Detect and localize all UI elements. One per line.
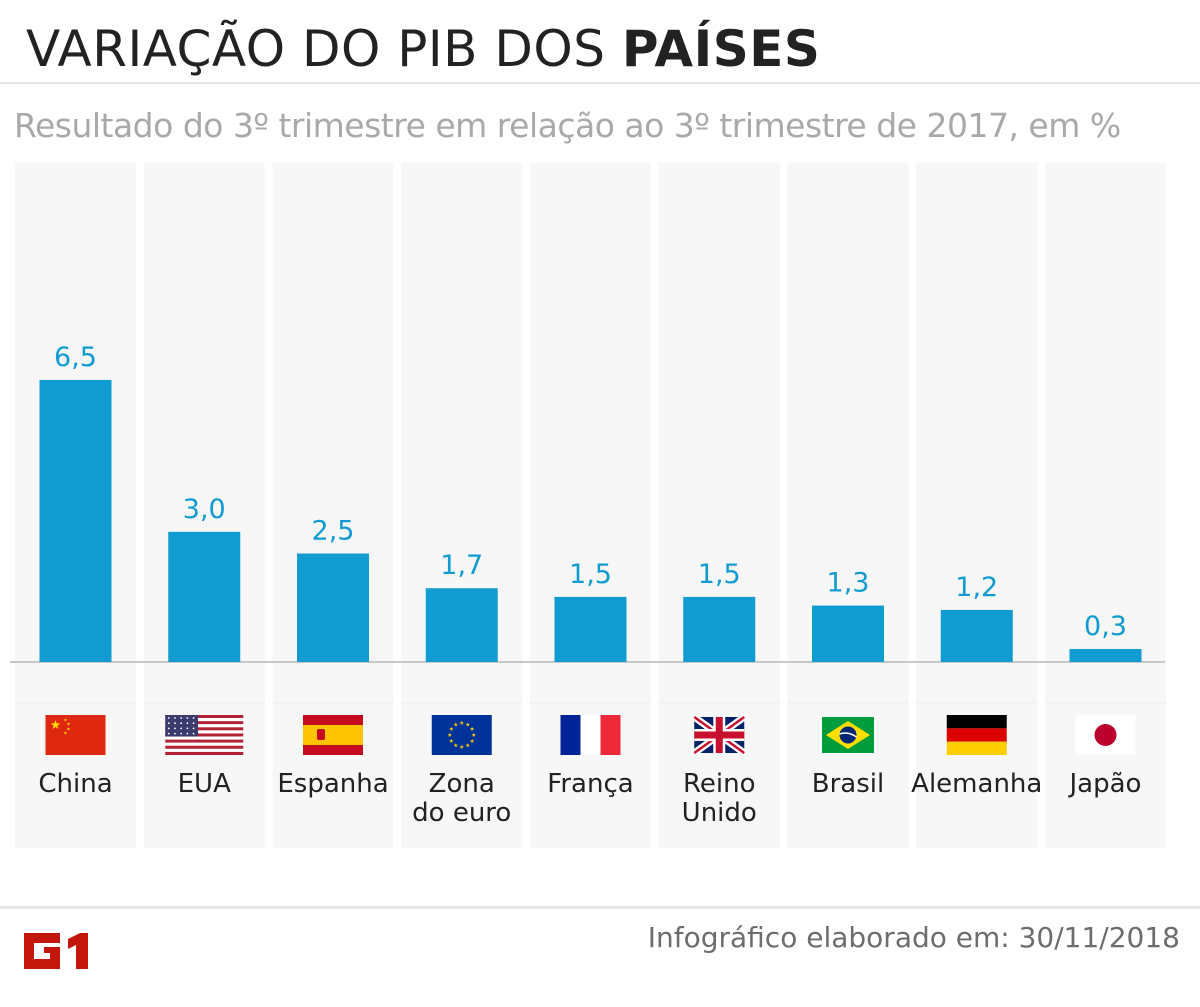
japan-flag-icon — [1075, 715, 1136, 755]
g1-logo-g — [24, 933, 60, 969]
category-label: Espanha — [277, 769, 388, 799]
category-label: Unido — [682, 798, 757, 828]
category-label: Zona — [429, 769, 495, 799]
infographic-credit: Infográfico elaborado em: 30/11/2018 — [647, 921, 1180, 954]
value-label: 1,2 — [955, 572, 998, 603]
footer-divider — [0, 906, 1200, 909]
chart-subtitle: Resultado do 3º trimestre em relação ao … — [14, 106, 1121, 145]
category-label: França — [547, 769, 633, 799]
value-label: 1,5 — [698, 559, 741, 590]
category-label: EUA — [178, 769, 231, 799]
france-flag-icon — [560, 715, 621, 755]
category-label: Brasil — [812, 769, 884, 799]
bar-zona-do-euro — [425, 588, 498, 662]
value-label: 1,7 — [440, 550, 483, 581]
g1-logo-1 — [68, 933, 88, 969]
usa-flag-icon — [165, 715, 244, 755]
bar-china — [39, 379, 112, 662]
value-label: 1,5 — [569, 559, 612, 590]
chart-title: VARIAÇÃO DO PIB DOS PAÍSES — [26, 20, 820, 78]
bar-japão — [1069, 648, 1142, 662]
bar-frança — [554, 596, 627, 662]
bar-eua — [168, 531, 241, 662]
bar-espanha — [297, 553, 369, 662]
category-label: Alemanha — [911, 769, 1042, 799]
g1-logo — [24, 933, 88, 969]
category-label: Japão — [1068, 769, 1142, 799]
brazil-flag-icon — [822, 717, 874, 753]
bar-reino-unido — [683, 596, 756, 662]
value-label: 2,5 — [312, 516, 355, 547]
bar-alemanha — [940, 609, 1013, 662]
title-regular: VARIAÇÃO DO PIB DOS — [26, 20, 622, 78]
title-divider — [0, 82, 1200, 84]
value-label: 3,0 — [183, 494, 226, 525]
eu-flag-icon — [431, 715, 492, 755]
value-label: 6,5 — [54, 342, 97, 373]
spain-flag-icon — [303, 715, 363, 755]
bar-brasil — [812, 605, 884, 662]
value-label: 0,3 — [1084, 611, 1127, 642]
uk-flag-icon — [692, 714, 747, 756]
category-label: China — [38, 769, 112, 799]
category-label: do euro — [412, 798, 511, 828]
germany-flag-icon — [946, 715, 1007, 755]
title-bold: PAÍSES — [621, 20, 821, 78]
value-label: 1,3 — [827, 568, 870, 599]
china-flag-icon — [45, 715, 106, 755]
category-label: Reino — [683, 769, 756, 799]
